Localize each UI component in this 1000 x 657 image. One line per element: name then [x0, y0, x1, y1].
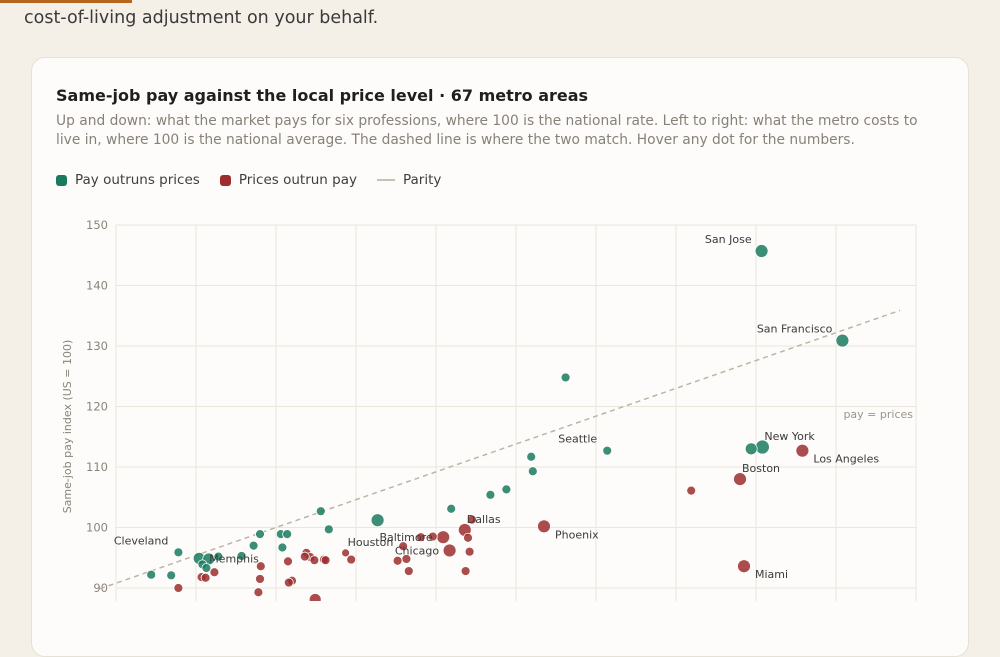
point-5[interactable] [744, 442, 758, 456]
y-tick-label: 110 [86, 460, 108, 474]
point-11[interactable] [686, 485, 697, 496]
point-35[interactable] [255, 529, 265, 540]
legend-swatch-green [56, 174, 67, 186]
point-baltimore[interactable] [436, 530, 451, 545]
point-label-san-jose: San Jose [705, 233, 752, 246]
point-chicago[interactable] [442, 543, 457, 558]
legend-item-parity: Parity [376, 172, 442, 188]
y-tick-label: 100 [86, 521, 108, 535]
point-57[interactable] [201, 563, 212, 573]
point-8[interactable] [526, 451, 537, 462]
legend-item-pay-outruns: Pay outruns prices [56, 172, 200, 188]
point-58[interactable] [146, 569, 157, 580]
point-55[interactable] [213, 551, 224, 562]
point-miami[interactable] [737, 559, 751, 574]
point-12[interactable] [485, 489, 496, 500]
point-2[interactable] [560, 372, 571, 383]
chart-subtitle: Up and down: what the market pays for si… [56, 113, 918, 148]
point-label-seattle: Seattle [558, 433, 597, 446]
point-label-san-francisco: San Francisco [757, 323, 833, 336]
legend-label-prices-outrun: Prices outrun pay [238, 172, 357, 188]
point-59[interactable] [166, 570, 177, 581]
point-25[interactable] [398, 541, 409, 552]
point-label-los-angeles: Los Angeles [813, 453, 879, 466]
y-tick-label: 150 [86, 218, 108, 232]
point-41[interactable] [309, 555, 320, 566]
y-tick-label: 120 [86, 400, 108, 414]
point-label-phoenix: Phoenix [555, 528, 599, 541]
point-43[interactable] [320, 555, 331, 566]
point-28[interactable] [403, 566, 414, 576]
chart-title: Same-job pay against the local price lev… [56, 86, 589, 105]
point-labels: San Jose San Francisco Seattle New York Los … [114, 233, 880, 581]
point-label-boston: Boston [742, 462, 780, 475]
point-33[interactable] [282, 529, 293, 540]
legend-item-prices-outrun: Prices outrun pay [219, 172, 357, 188]
point-label-memphis: Memphis [209, 552, 259, 565]
point-label-chicago: Chicago [395, 544, 439, 557]
point-37[interactable] [236, 551, 247, 561]
point-17[interactable] [370, 513, 385, 528]
legend-label-parity: Parity [402, 172, 442, 188]
point-40[interactable] [299, 551, 310, 562]
point-46[interactable] [255, 561, 266, 572]
point-boston[interactable] [733, 472, 747, 487]
point-label-houston: Houston [348, 536, 394, 549]
point-21[interactable] [427, 531, 438, 542]
point-30[interactable] [323, 524, 334, 535]
point-24[interactable] [464, 546, 475, 557]
point-label-cleveland: Cleveland [114, 534, 169, 547]
legend-swatch-red [219, 174, 231, 186]
point-cleveland[interactable] [173, 547, 184, 558]
point-phoenix[interactable] [537, 519, 551, 534]
point-san-jose[interactable] [754, 244, 769, 258]
point-45[interactable] [283, 556, 293, 567]
point-label-dallas: Dallas [467, 513, 501, 526]
point-23[interactable] [463, 532, 473, 543]
point-36[interactable] [248, 540, 259, 551]
point-44[interactable] [346, 554, 357, 565]
point-houston[interactable] [341, 548, 351, 558]
point-label-new-york: New York [764, 430, 815, 443]
legend-swatch-parity [376, 179, 395, 181]
point-51[interactable] [308, 593, 322, 601]
point-34[interactable] [277, 542, 288, 553]
y-tick-label: 140 [86, 279, 108, 293]
data-points [146, 244, 850, 601]
point-61[interactable] [200, 572, 211, 583]
point-label-baltimore: Baltimore [379, 531, 432, 544]
point-san-francisco[interactable] [835, 333, 850, 348]
point-14[interactable] [467, 514, 477, 525]
point-63[interactable] [173, 583, 184, 593]
legend-label-pay-outruns: Pay outruns prices [75, 172, 200, 188]
point-47[interactable] [255, 574, 265, 584]
point-29[interactable] [460, 566, 471, 576]
point-9[interactable] [527, 466, 538, 477]
chart-card: Same-job pay against the local price lev… [31, 57, 969, 657]
point-48[interactable] [253, 587, 264, 598]
point-22[interactable] [415, 532, 426, 543]
top-accent-bar [0, 0, 132, 3]
grid-lines [115, 224, 917, 601]
point-50[interactable] [283, 577, 294, 588]
point-13[interactable] [446, 503, 457, 514]
parity-line [99, 309, 901, 590]
point-los-angeles[interactable] [795, 443, 810, 458]
point-31[interactable] [315, 506, 326, 517]
point-62[interactable] [209, 567, 220, 578]
intro-text: cost-of-living adjustment on your behalf… [24, 8, 379, 28]
parity-line-label: pay = prices [843, 408, 913, 421]
chart-legend: Pay outruns prices Prices outrun pay Par… [56, 172, 461, 188]
point-seattle[interactable] [602, 445, 613, 456]
point-label-miami: Miami [755, 568, 788, 581]
point-27[interactable] [392, 555, 403, 566]
point-10[interactable] [501, 484, 512, 495]
y-tick-label: 130 [86, 339, 108, 353]
y-axis-label: Same-job pay index (US = 100) [61, 340, 74, 514]
